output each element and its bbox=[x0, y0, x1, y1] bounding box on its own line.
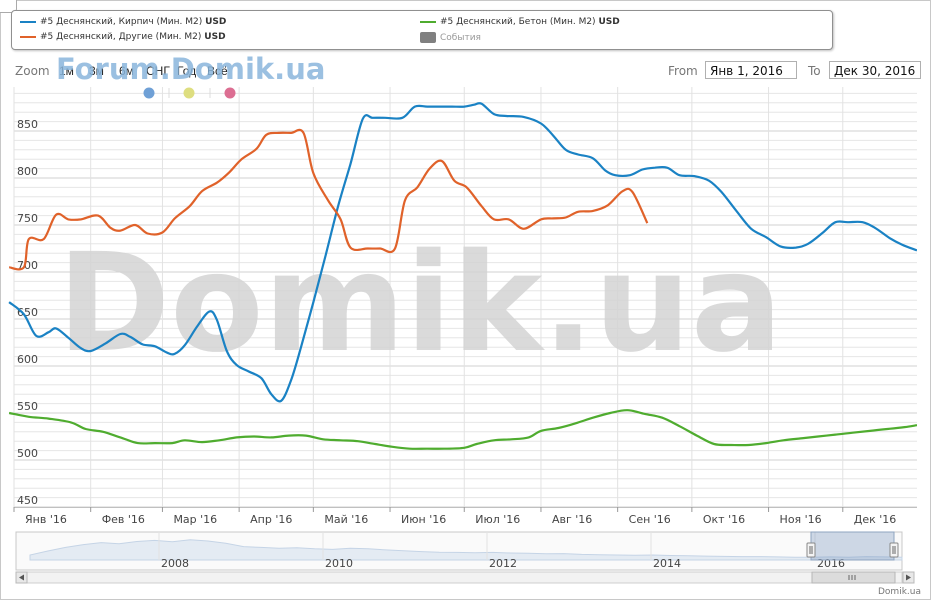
y-tick-label: 750 bbox=[17, 212, 38, 225]
legend-brick-swatch bbox=[20, 20, 36, 23]
legend-concrete-label: #5 Деснянский, Бетон (Мин. М2) bbox=[440, 17, 596, 27]
zoom-1m-button[interactable]: 1м bbox=[59, 64, 74, 78]
series-layer bbox=[8, 102, 917, 450]
x-tick-label: Июл '16 bbox=[475, 513, 520, 526]
grid bbox=[13, 87, 917, 508]
y-tick-label: 500 bbox=[17, 447, 38, 460]
legend-concrete-swatch bbox=[420, 20, 436, 23]
event-flag-dot bbox=[143, 87, 155, 99]
zoom-label: Zoom bbox=[15, 64, 50, 78]
to-label: To bbox=[808, 64, 821, 78]
x-tick-label: Июн '16 bbox=[401, 513, 446, 526]
legend: #5 Деснянский, Кирпич (Мин. М2) USD #5 Д… bbox=[11, 10, 833, 50]
x-tick-label: Дек '16 bbox=[854, 513, 897, 526]
y-tick-label: 600 bbox=[17, 353, 38, 366]
navigator[interactable]: 2008 2010 2012 2014 2016 bbox=[15, 531, 915, 584]
navigator-area bbox=[29, 539, 903, 561]
domik-watermark: Domik.ua bbox=[57, 225, 782, 383]
y-tick-label: 450 bbox=[17, 494, 38, 507]
legend-brick-label: #5 Деснянский, Кирпич (Мин. М2) bbox=[40, 17, 203, 27]
y-tick-label: 850 bbox=[17, 118, 38, 131]
zoom-3m-button[interactable]: 3м bbox=[89, 64, 104, 78]
navigator-left-handle[interactable] bbox=[806, 542, 816, 558]
legend-other-swatch bbox=[20, 35, 36, 38]
x-tick-label: Мар '16 bbox=[173, 513, 217, 526]
from-label: From bbox=[668, 64, 698, 78]
legend-other-unit: USD bbox=[204, 32, 226, 42]
legend-item-other[interactable]: #5 Деснянский, Другие (Мин. М2) USD bbox=[20, 32, 226, 42]
series-line-brick bbox=[8, 102, 917, 403]
navigator-year-label: 2008 bbox=[161, 557, 189, 570]
x-tick-label: Сен '16 bbox=[629, 513, 671, 526]
x-tick-label: Фев '16 bbox=[102, 513, 145, 526]
event-flag-dot bbox=[183, 87, 195, 99]
navigator-year-label: 2014 bbox=[653, 557, 681, 570]
range-selector: Zoom 1м 3м 6м СНГ Год Всё From Янв 1, 20… bbox=[0, 58, 931, 84]
x-tick-label: Авг '16 bbox=[552, 513, 592, 526]
series-line-other bbox=[8, 128, 649, 271]
navigator-selection bbox=[810, 531, 895, 561]
zoom-ytd-button[interactable]: СНГ bbox=[146, 64, 170, 78]
from-date-input[interactable]: Янв 1, 2016 bbox=[705, 61, 797, 79]
x-tick-label: Ноя '16 bbox=[780, 513, 822, 526]
zoom-6m-button[interactable]: 6м bbox=[119, 64, 134, 78]
navigator-year-label: 2012 bbox=[489, 557, 517, 570]
x-tick-label: Май '16 bbox=[324, 513, 368, 526]
legend-item-concrete[interactable]: #5 Деснянский, Бетон (Мин. М2) USD bbox=[420, 17, 620, 27]
legend-item-brick[interactable]: #5 Деснянский, Кирпич (Мин. М2) USD bbox=[20, 17, 226, 27]
navigator-right-handle[interactable] bbox=[889, 542, 899, 558]
legend-item-events[interactable]: События bbox=[420, 32, 481, 43]
arrow-right-icon bbox=[906, 574, 911, 581]
x-axis: Янв '16 Фев '16 Мар '16 Апр '16 Май '16 Июн '… bbox=[13, 507, 897, 526]
zoom-1y-button[interactable]: Год bbox=[177, 64, 197, 78]
event-flag-dot bbox=[224, 87, 236, 99]
x-tick-label: Апр '16 bbox=[250, 513, 292, 526]
x-tick-label: Окт '16 bbox=[703, 513, 745, 526]
series-line-concrete bbox=[8, 409, 917, 450]
y-tick-label: 650 bbox=[17, 306, 38, 319]
event-flags[interactable] bbox=[143, 87, 236, 99]
arrow-left-icon bbox=[19, 574, 24, 581]
x-tick-label: Янв '16 bbox=[25, 513, 67, 526]
legend-events-label: События bbox=[440, 33, 481, 43]
navigator-year-label: 2010 bbox=[325, 557, 353, 570]
credits[interactable]: Domik.ua bbox=[878, 587, 921, 597]
menu-tab[interactable] bbox=[0, 0, 17, 13]
zoom-all-button[interactable]: Всё bbox=[207, 64, 228, 78]
legend-other-label: #5 Деснянский, Другие (Мин. М2) bbox=[40, 32, 202, 42]
legend-events-swatch bbox=[420, 32, 436, 43]
legend-concrete-unit: USD bbox=[598, 17, 620, 27]
to-date-input[interactable]: Дек 30, 2016 bbox=[829, 61, 921, 79]
y-tick-label: 550 bbox=[17, 400, 38, 413]
scrollbar-track bbox=[15, 571, 903, 584]
scrollbar-thumb[interactable] bbox=[811, 571, 896, 584]
legend-brick-unit: USD bbox=[205, 17, 227, 27]
y-tick-label: 800 bbox=[17, 165, 38, 178]
